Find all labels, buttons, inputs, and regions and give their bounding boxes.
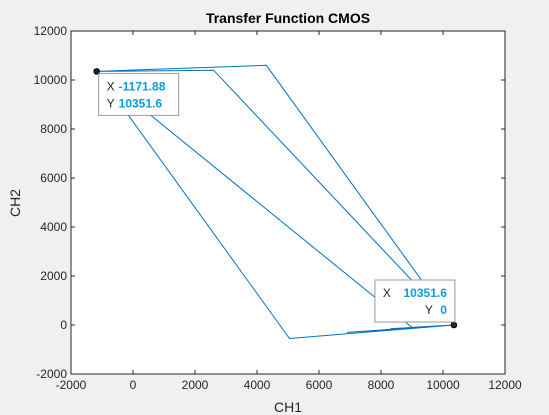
- datatip-x-key: X: [383, 286, 391, 300]
- datatip-y-value: 10351.6: [119, 96, 163, 110]
- x-tick-label: 2000: [182, 378, 209, 392]
- datatip-box: [374, 279, 456, 323]
- y-tick-label: -2000: [36, 367, 67, 381]
- y-tick-label: 10000: [34, 73, 68, 87]
- datatip-x-key: X: [107, 79, 115, 93]
- y-tick-label: 0: [60, 318, 67, 332]
- x-tick-label: 12000: [488, 378, 522, 392]
- datatip-box: [98, 72, 180, 116]
- datatip-marker[interactable]: [93, 68, 100, 75]
- y-tick-label: 4000: [40, 220, 67, 234]
- y-tick-label: 12000: [34, 24, 68, 38]
- y-tick-label: 6000: [40, 171, 67, 185]
- datatip-y-key: Y: [425, 303, 433, 317]
- y-tick-label: 8000: [40, 122, 67, 136]
- y-axis-label: CH2: [7, 189, 23, 217]
- x-tick-label: 10000: [426, 378, 460, 392]
- datatip-x-value: 10351.6: [404, 286, 448, 300]
- datatip[interactable]: X 10351.6 0Y: [374, 279, 456, 323]
- chart-title: Transfer Function CMOS: [206, 10, 370, 26]
- x-tick-label: 0: [130, 378, 137, 392]
- datatip[interactable]: X -1171.88 Y 10351.6: [98, 72, 180, 116]
- y-tick-label: 2000: [40, 269, 67, 283]
- x-axis-label: CH1: [274, 399, 302, 415]
- x-tick-label: 4000: [244, 378, 271, 392]
- datatip-y-key: Y: [107, 96, 115, 110]
- x-tick-label: 6000: [306, 378, 333, 392]
- x-tick-label: 8000: [368, 378, 395, 392]
- x-tick-label: -2000: [56, 378, 87, 392]
- datatip-x-value: -1171.88: [119, 79, 166, 93]
- datatip-marker[interactable]: [450, 321, 458, 329]
- datatip-y-value: 0: [440, 303, 447, 317]
